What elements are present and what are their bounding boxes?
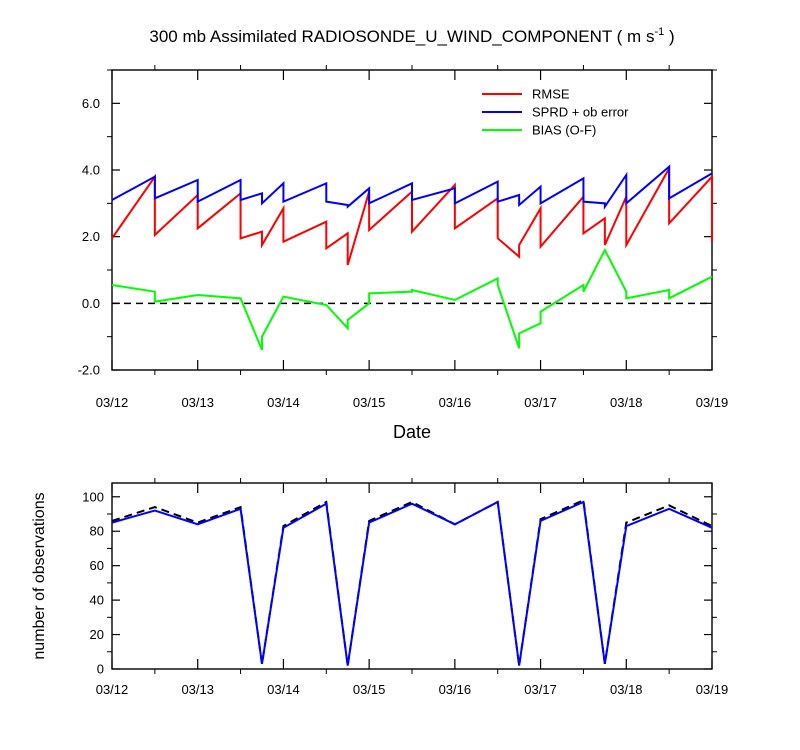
top-y-tick-label: -2.0 — [78, 363, 100, 378]
bottom-x-tick-label: 03/19 — [696, 682, 729, 697]
top-x-tick-label: 03/12 — [96, 395, 129, 410]
top-series-rmse — [111, 164, 713, 266]
top-x-tick-label: 03/16 — [439, 395, 472, 410]
top-y-tick-label: 6.0 — [82, 96, 100, 111]
legend-label-sprd-ob-error: SPRD + ob error — [532, 105, 629, 120]
top-y-tick-label: 2.0 — [82, 229, 100, 244]
bottom-chart: 03/12 03/13 03/14 03/15 03/16 03/17 03/18 03/19… — [31, 478, 728, 697]
bottom-y-tick-label: 20 — [90, 627, 104, 642]
bottom-y-tick-label: 80 — [90, 524, 104, 539]
bottom-y-tick-label: 60 — [90, 558, 104, 573]
bottom-x-tick-label: 03/15 — [353, 682, 386, 697]
top-x-axis-label: Date — [393, 422, 431, 442]
top-x-tick-label: 03/17 — [524, 395, 557, 410]
bottom-series-assimilated-observations — [111, 500, 713, 666]
top-series-bias-o-f — [111, 247, 713, 351]
top-x-tick-label: 03/18 — [610, 395, 643, 410]
bottom-x-tick-label: 03/17 — [524, 682, 557, 697]
bottom-series-possible-observations — [111, 498, 713, 666]
top-y-tick-label: 0.0 — [82, 296, 100, 311]
top-x-tick-label: 03/15 — [353, 395, 386, 410]
chart-title: 300 mb Assimilated RADIOSONDE_U_WIND_COM… — [149, 26, 674, 46]
bottom-x-tick-label: 03/18 — [610, 682, 643, 697]
bottom-y-tick-label: 0 — [97, 662, 104, 677]
bottom-plot-frame — [111, 482, 713, 670]
bottom-y-tick-label: 100 — [82, 489, 104, 504]
bottom-x-tick-label: 03/12 — [96, 682, 129, 697]
top-x-tick-label: 03/13 — [181, 395, 214, 410]
top-x-tick-label: 03/19 — [696, 395, 729, 410]
top-y-tick-label: 4.0 — [82, 163, 100, 178]
bottom-x-tick-label: 03/14 — [267, 682, 300, 697]
legend-label-rmse: RMSE — [532, 87, 570, 102]
top-chart: 03/12 03/13 03/14 03/15 03/16 03/17 03/18 03/19… — [78, 65, 729, 442]
bottom-y-tick-label: 40 — [90, 593, 104, 608]
bottom-x-tick-label: 03/16 — [439, 682, 472, 697]
bottom-y-axis-label: number of observations — [31, 492, 48, 659]
top-series-sprd-ob-error — [111, 164, 713, 210]
bottom-x-tick-label: 03/13 — [181, 682, 214, 697]
top-x-tick-label: 03/14 — [267, 395, 300, 410]
legend-label-bias-o-f: BIAS (O-F) — [532, 123, 596, 138]
